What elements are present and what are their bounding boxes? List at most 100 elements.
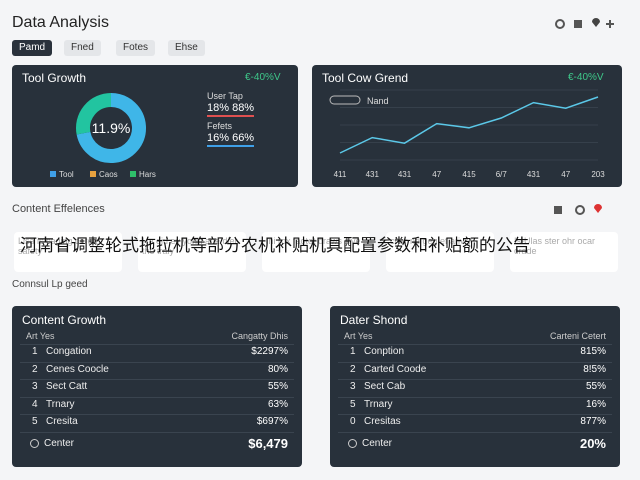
row-divider [338, 379, 612, 380]
row-value: 877% [580, 416, 606, 427]
table-card [330, 306, 620, 467]
content-card: Lisa is caging carett safety [14, 232, 122, 272]
card-title: Tool Growth [22, 71, 87, 85]
row-divider [338, 414, 612, 415]
row-index: 3 [32, 381, 38, 392]
row-value: 55% [267, 381, 288, 392]
stat-value: 16% 66% [207, 132, 255, 147]
row-index: 2 [350, 363, 356, 375]
x-tick-label: 6/7 [496, 170, 508, 179]
row-divider [338, 432, 612, 433]
table-card [12, 306, 302, 467]
row-divider [338, 361, 612, 363]
section-icons [554, 204, 602, 215]
x-tick-label: 411 [334, 170, 347, 179]
row-name: Trnary [46, 398, 75, 410]
section-title: Content Effelences [12, 203, 105, 215]
tab: Ehse [168, 40, 205, 56]
row-divider [20, 396, 294, 398]
legend-label: Tool [59, 170, 74, 179]
donut-segment [76, 93, 112, 135]
footer-value: 20% [579, 436, 606, 451]
row-name: Carted Coode [364, 363, 427, 375]
row-name: Conption [364, 346, 405, 357]
x-tick-label: 431 [398, 170, 412, 179]
row-divider [338, 396, 612, 398]
column-header: Cangatty Dhis [231, 331, 288, 341]
trend-line [339, 96, 599, 154]
page-title: Data Analysis [12, 14, 109, 31]
row-value: 815% [580, 346, 606, 357]
row-value: 8!5% [583, 363, 606, 375]
row-name: Trnary [364, 398, 393, 410]
badge: €-40%V [568, 72, 604, 83]
stat-label: User Tap [207, 91, 243, 101]
trend-card [312, 65, 622, 187]
footer-label: Center [362, 438, 393, 449]
donut-chart: 11.9% Tool Caos Hars [50, 93, 156, 179]
x-tick-label: 431 [366, 170, 380, 179]
row-divider [338, 344, 612, 345]
column-header: Art Yes [344, 331, 373, 341]
table-title: Dater Shond [340, 313, 408, 327]
footer-icon [348, 439, 357, 448]
content-card: Is-Ulas ster ohr ocar crade [510, 232, 618, 272]
row-value: 55% [585, 381, 606, 392]
row-name: Congation [46, 346, 92, 357]
x-tick-label: 415 [462, 170, 476, 179]
line-chart: Nand 411 431 431 47 415 6/7 431 47 203 [329, 89, 605, 179]
banner-text: 河南省调整轮式拖拉机等部分农机补贴机具配置参数和补贴额的公告 [20, 236, 530, 255]
legend-swatch [50, 171, 56, 177]
row-name: Sect Cab [364, 381, 406, 392]
row-name: Cresitas [364, 416, 401, 427]
row-divider [20, 344, 294, 345]
table-title: Content Growth [22, 313, 107, 327]
row-value: 63% [267, 398, 288, 410]
x-tick-label: 203 [591, 170, 605, 179]
row-index: 2 [32, 363, 38, 375]
badge: €-40%V [245, 72, 281, 83]
row-index: 1 [350, 346, 356, 357]
row-name: Cresita [46, 416, 78, 427]
legend-swatch [130, 171, 136, 177]
row-index: 5 [350, 398, 356, 410]
legend-label: Nand [367, 96, 389, 106]
content-card: cher nd geg ef arivty [386, 232, 494, 272]
header-icons [555, 18, 614, 29]
row-divider [20, 361, 294, 363]
legend-label: Caos [99, 170, 118, 179]
icon [594, 204, 602, 213]
stat-value: 18% 88% [207, 102, 255, 117]
row-name: Sect Catt [46, 381, 88, 392]
row-value: 16% [585, 398, 606, 410]
card-title: Tool Cow Grend [322, 71, 409, 85]
row-divider [20, 432, 294, 433]
row-index: 4 [32, 398, 38, 410]
row-index: 3 [350, 381, 356, 392]
column-header: Art Yes [26, 331, 55, 341]
row-index: 0 [350, 416, 356, 427]
row-divider [20, 414, 294, 415]
footer-icon [30, 439, 39, 448]
x-tick-label: 47 [561, 170, 570, 179]
donut-segment [76, 93, 146, 163]
row-index: 1 [32, 346, 38, 357]
donut-center: 11.9% [92, 120, 131, 136]
tab: Pamd [12, 40, 53, 56]
footer-label: Center [44, 438, 75, 449]
row-divider [20, 379, 294, 380]
tab: Fotes [116, 40, 156, 56]
tab: Fned [64, 40, 101, 56]
icon [554, 206, 562, 214]
column-header: Carteni Cetert [549, 331, 606, 341]
legend-label: Hars [139, 170, 156, 179]
section-subtitle: Connsul Lp geed [12, 279, 88, 290]
stat-label: Fefets [207, 121, 233, 131]
icon [575, 205, 585, 215]
row-value: $697% [256, 416, 288, 427]
content-card: Ha eiu ev yorm ane dier the traly [138, 232, 246, 272]
footer-value: $6,479 [248, 436, 288, 451]
row-value: $2297% [251, 346, 288, 357]
row-name: Cenes Coocle [46, 363, 109, 375]
